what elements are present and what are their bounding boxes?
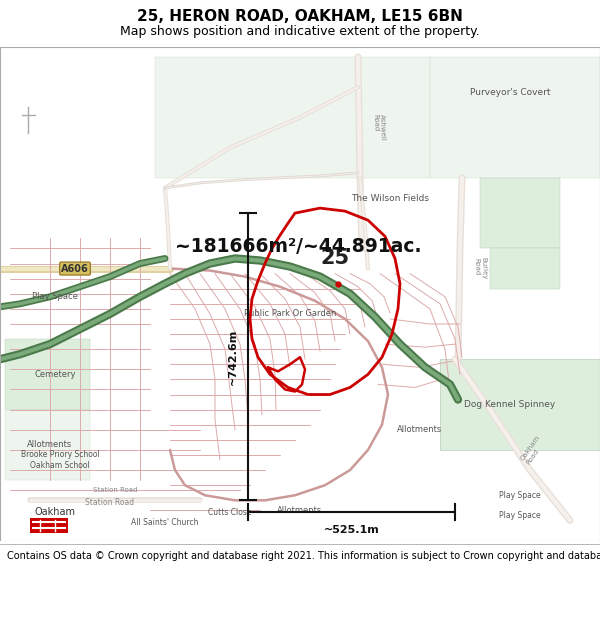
Text: Station Road: Station Road [85, 498, 134, 507]
Text: ~181666m²/~44.891ac.: ~181666m²/~44.891ac. [175, 237, 421, 256]
Text: Purveyor's Covert: Purveyor's Covert [470, 88, 550, 97]
Polygon shape [155, 57, 430, 178]
Text: Burley
Road: Burley Road [473, 257, 487, 280]
Polygon shape [5, 409, 90, 480]
Text: Contains OS data © Crown copyright and database right 2021. This information is : Contains OS data © Crown copyright and d… [7, 551, 600, 561]
Text: Brooke Priory School
Oakham School: Brooke Priory School Oakham School [20, 451, 100, 470]
Text: Play Space: Play Space [32, 292, 78, 301]
Polygon shape [430, 57, 600, 178]
Polygon shape [430, 57, 560, 128]
Polygon shape [490, 248, 560, 289]
Text: All Saints' Church: All Saints' Church [131, 518, 199, 527]
Text: Ashwell
Road: Ashwell Road [372, 114, 386, 141]
Text: Cutts Close: Cutts Close [208, 508, 252, 517]
Text: Station Road: Station Road [93, 488, 137, 493]
Text: Oakham
Road: Oakham Road [520, 434, 547, 466]
Text: 25, HERON ROAD, OAKHAM, LE15 6BN: 25, HERON ROAD, OAKHAM, LE15 6BN [137, 9, 463, 24]
Bar [30, 519, 68, 532]
Text: Play Space: Play Space [499, 511, 541, 520]
Text: Allotments: Allotments [397, 425, 443, 434]
Text: Map shows position and indicative extent of the property.: Map shows position and indicative extent… [120, 26, 480, 39]
Text: The Wilson Fields: The Wilson Fields [351, 194, 429, 202]
Text: Dog Kennel Spinney: Dog Kennel Spinney [464, 400, 556, 409]
Polygon shape [480, 178, 560, 248]
Polygon shape [5, 339, 90, 409]
Polygon shape [440, 359, 600, 450]
Text: Allotments: Allotments [277, 506, 323, 515]
Text: Public Park Or Garden: Public Park Or Garden [244, 309, 336, 318]
Text: ~525.1m: ~525.1m [323, 524, 379, 534]
Text: A606: A606 [61, 264, 89, 274]
Text: 25: 25 [320, 249, 350, 269]
Text: Oakham: Oakham [35, 508, 76, 518]
Text: Play Space: Play Space [499, 491, 541, 500]
Text: Cemetery: Cemetery [34, 370, 76, 379]
Text: Allotments: Allotments [28, 441, 73, 449]
Text: ~742.6m: ~742.6m [228, 329, 238, 385]
